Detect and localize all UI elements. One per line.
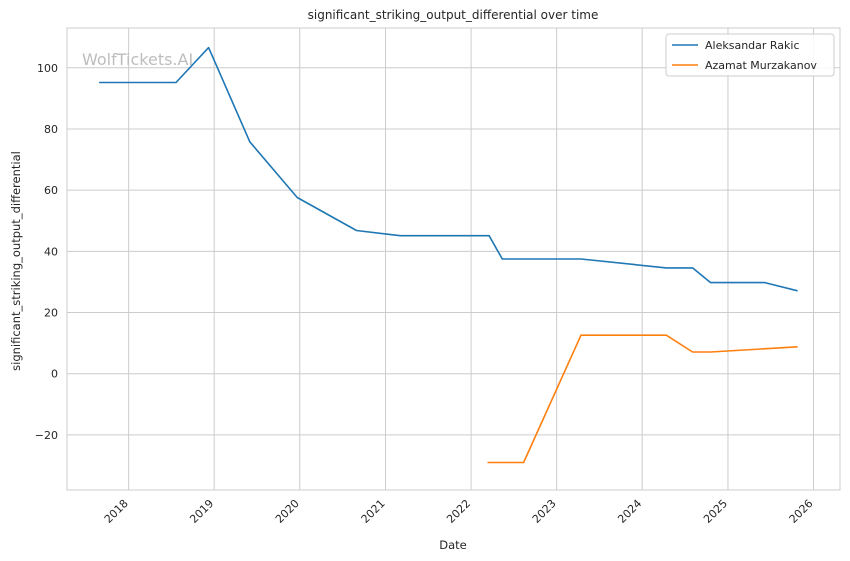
y-tick-label: 80 xyxy=(44,123,58,136)
x-tick-label: 2021 xyxy=(359,497,388,526)
legend-box xyxy=(665,33,835,77)
legend-label: Aleksandar Rakic xyxy=(705,39,800,52)
x-axis-label: Date xyxy=(439,538,467,552)
y-tick-label: 40 xyxy=(44,245,58,258)
y-tick-label: 20 xyxy=(44,307,58,320)
x-tick-label: 2024 xyxy=(615,497,644,526)
x-tick-label: 2019 xyxy=(187,497,216,526)
watermark-text: WolfTickets.AI xyxy=(82,50,193,69)
y-tick-label: 0 xyxy=(51,368,58,381)
series-line-aleksandar-rakic xyxy=(99,46,798,292)
x-tick-label: 2025 xyxy=(701,497,730,526)
chart-title: significant_striking_output_differential… xyxy=(308,8,599,22)
x-tick-label: 2022 xyxy=(444,497,473,526)
y-tick-label: 100 xyxy=(37,62,58,75)
plot-frame xyxy=(66,27,841,491)
y-axis-label: significant_striking_output_differential xyxy=(9,151,23,371)
series-line-azamat-murzakanov xyxy=(487,334,798,464)
x-tick-label: 2020 xyxy=(273,497,302,526)
x-tick-label: 2026 xyxy=(787,497,816,526)
y-tick-label: 60 xyxy=(44,184,58,197)
series-layer xyxy=(99,46,798,464)
x-tick-label: 2023 xyxy=(530,497,559,526)
y-tick-label: −20 xyxy=(35,429,58,442)
legend-label: Azamat Murzakanov xyxy=(705,59,817,72)
tick-layer: −20 0 20 40 60 80 100 2018 2019 2020 2021 2022 2023 2… xyxy=(35,62,816,526)
grid-layer xyxy=(67,28,840,490)
legend: Aleksandar Rakic Azamat Murzakanov xyxy=(665,33,835,77)
x-tick-label: 2018 xyxy=(102,497,131,526)
